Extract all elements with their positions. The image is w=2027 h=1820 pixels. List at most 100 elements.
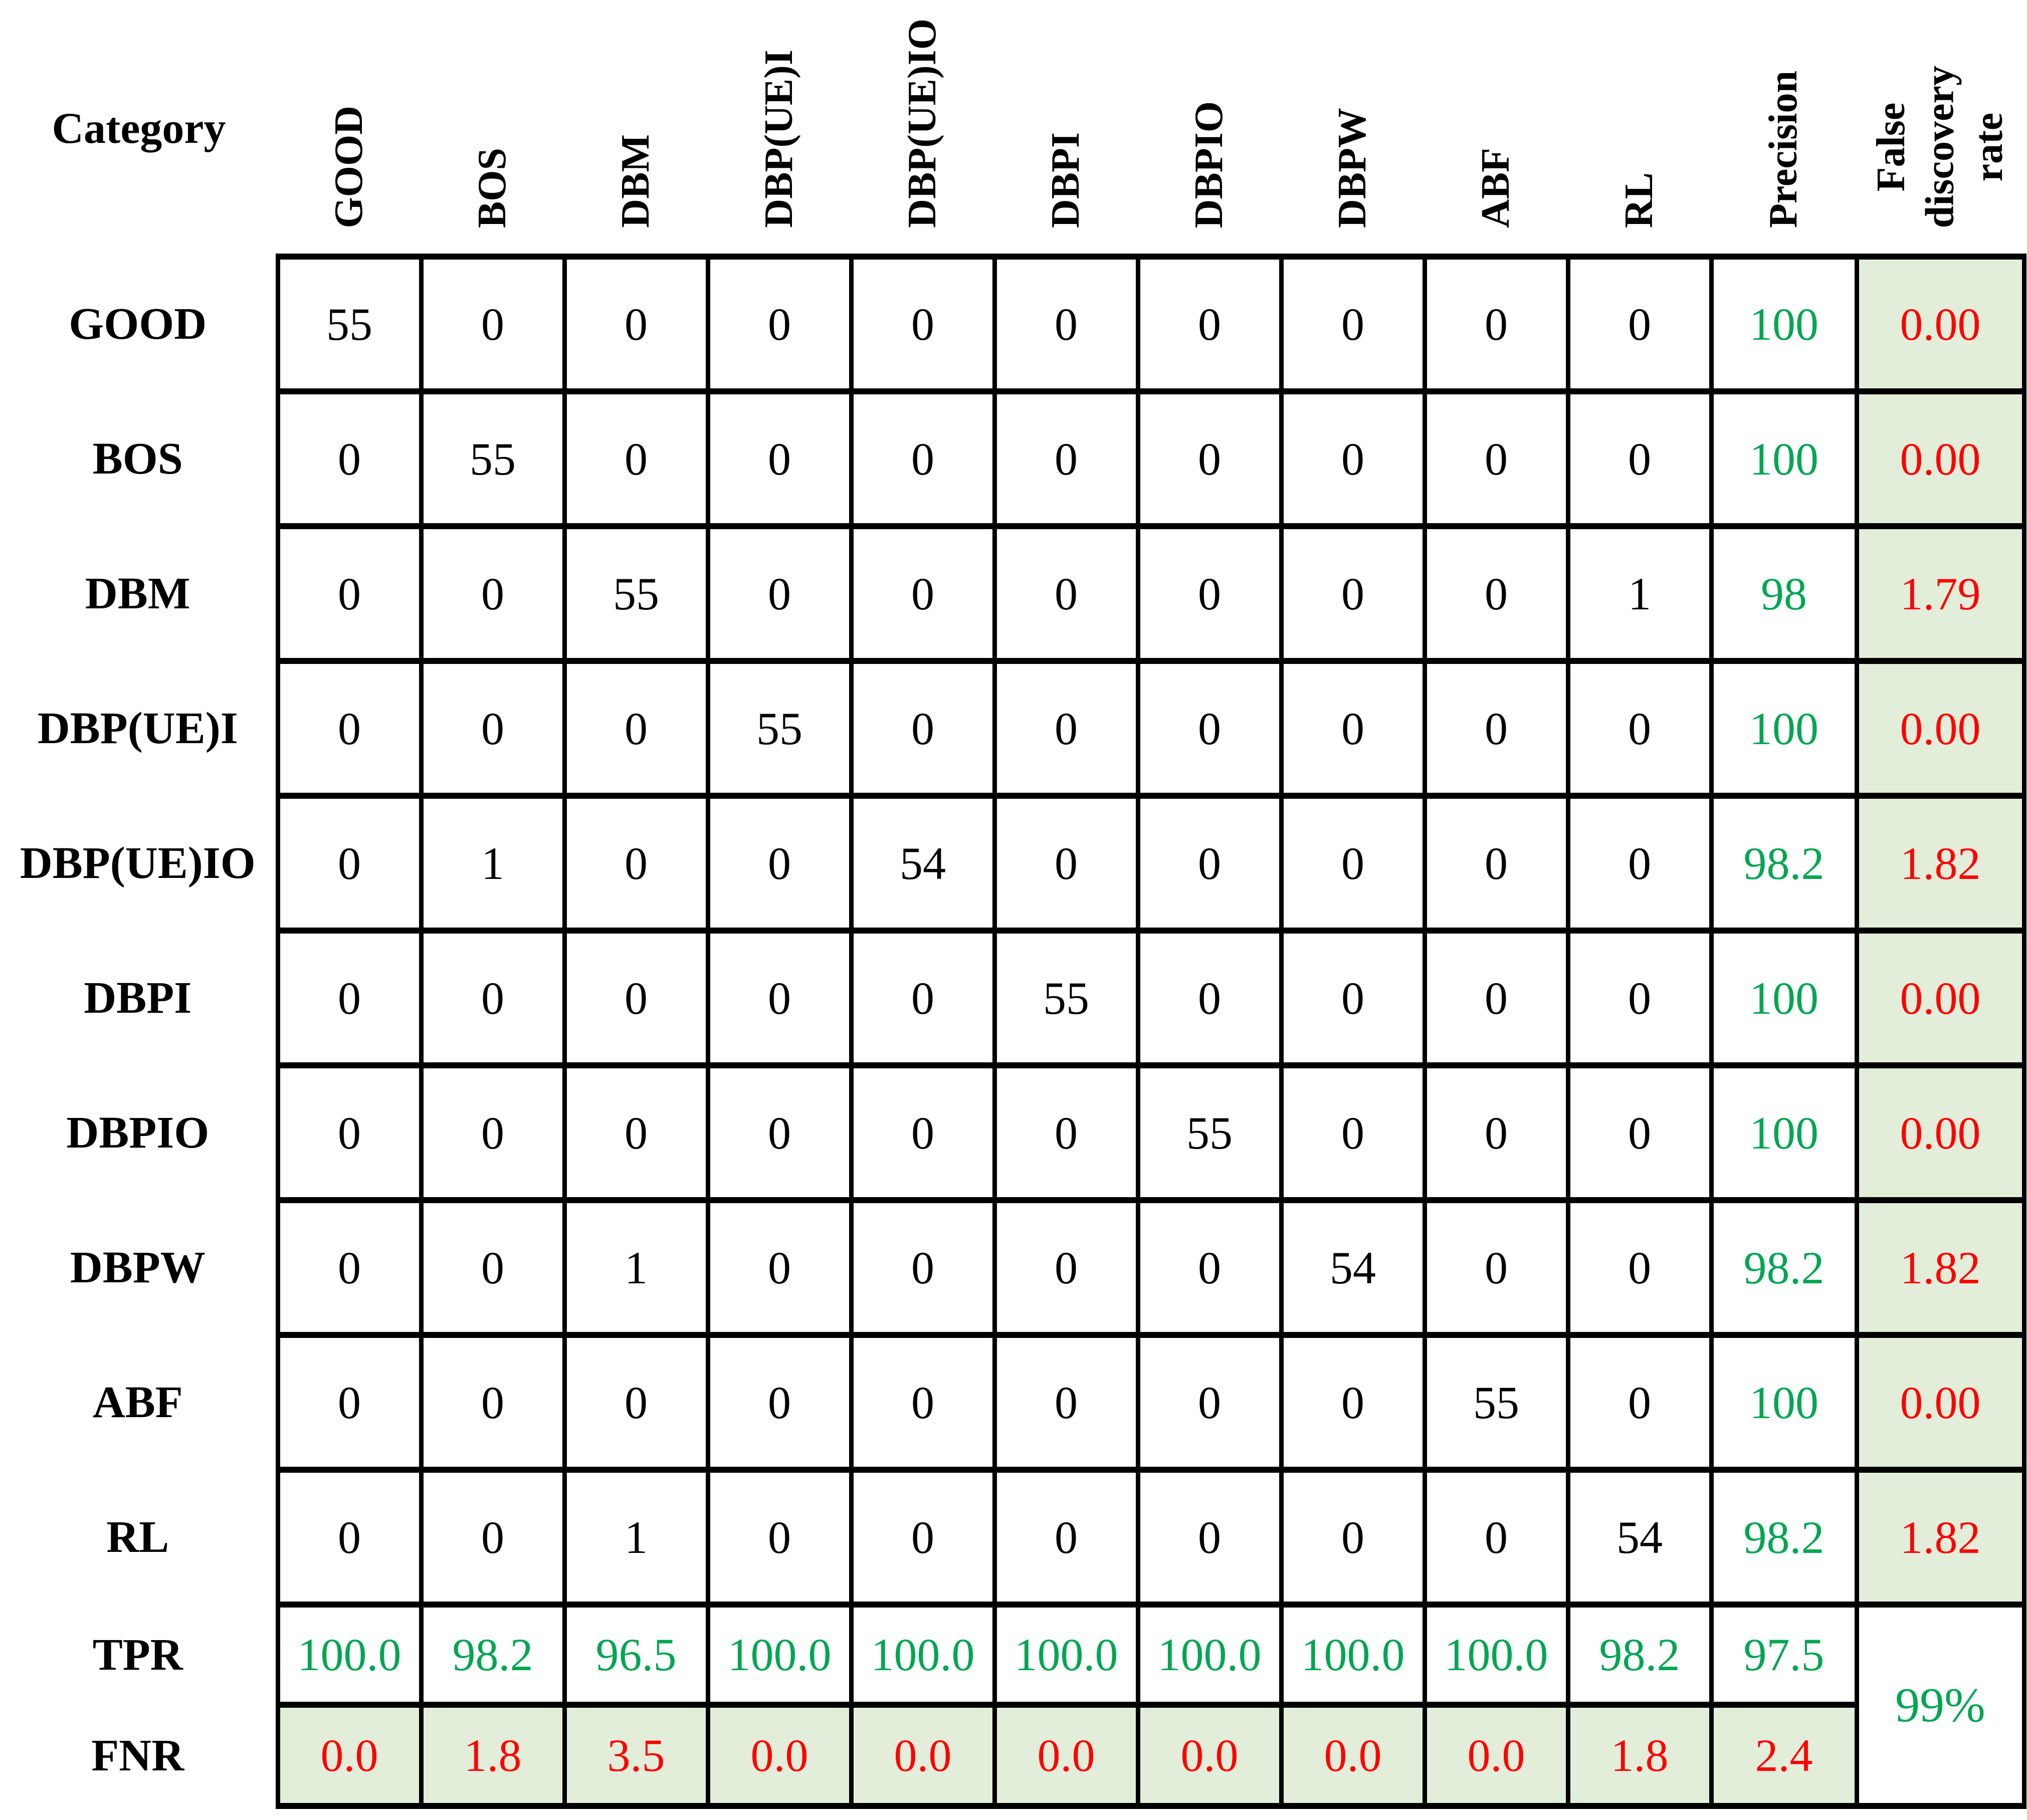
- table-row-rl: RL 0 0 1 0 0 0 0 0 0 54 98.2 1.82: [0, 1467, 2026, 1608]
- false-discovery-rate-cell: 1.82: [1854, 1197, 2026, 1338]
- false-discovery-rate-cell: 0.00: [1854, 388, 2026, 529]
- count-cell: 54: [849, 793, 997, 934]
- col-header-label: DBM: [614, 134, 658, 228]
- precision-cell: 100: [1709, 1062, 1859, 1203]
- count-cell: 0: [1422, 1197, 1570, 1338]
- row-label: DBPI: [0, 931, 278, 1065]
- row-label: ABF: [0, 1335, 278, 1470]
- row-label: BOS: [0, 391, 278, 526]
- false-discovery-rate-cell: 1.79: [1854, 523, 2026, 664]
- fnr-cell: 0.0: [1135, 1702, 1284, 1809]
- count-cell: 0: [1279, 793, 1427, 934]
- count-cell: 0: [1135, 928, 1284, 1068]
- count-cell: 0: [849, 523, 997, 664]
- count-cell: 0: [1565, 658, 1714, 799]
- tpr-cell: 100.0: [992, 1602, 1140, 1708]
- count-cell: 0: [1422, 388, 1570, 529]
- count-cell: 0: [275, 1467, 424, 1608]
- false-discovery-rate-cell: 0.00: [1854, 1332, 2026, 1473]
- count-cell: 0: [1422, 1062, 1570, 1203]
- row-label: DBP(UE)IO: [0, 796, 278, 931]
- precision-cell: 98.2: [1709, 1467, 1859, 1608]
- count-cell: 54: [1279, 1197, 1427, 1338]
- count-cell: 55: [1135, 1062, 1284, 1203]
- count-cell: 0: [705, 793, 854, 934]
- count-cell: 0: [1422, 254, 1570, 394]
- precision-cell: 98.2: [1709, 793, 1859, 934]
- precision-cell: 100: [1709, 388, 1859, 529]
- count-cell: 0: [849, 1332, 997, 1473]
- row-label: RL: [0, 1470, 278, 1605]
- col-header-label: ABF: [1474, 148, 1518, 228]
- row-label: DBM: [0, 526, 278, 661]
- count-cell: 1: [1565, 523, 1714, 664]
- col-header-good: GOOD: [278, 0, 421, 257]
- tpr-cell: 100.0: [849, 1602, 997, 1708]
- count-cell: 0: [1279, 254, 1427, 394]
- count-cell: 0: [419, 254, 567, 394]
- fnr-cell: 0.0: [849, 1702, 997, 1809]
- table-row-tpr: TPR 100.0 98.2 96.5 100.0 100.0 100.0 100.0 100.…: [0, 1602, 2026, 1809]
- precision-cell: 100: [1709, 928, 1859, 1068]
- col-header-label: DBP(UE)IO: [900, 19, 945, 228]
- count-cell: 0: [992, 793, 1140, 934]
- count-cell: 0: [1135, 254, 1284, 394]
- count-cell: 0: [1135, 1467, 1284, 1608]
- count-cell: 0: [1422, 523, 1570, 664]
- count-cell: 0: [1135, 658, 1284, 799]
- col-header-dbp-ue-io: DBP(UE)IO: [851, 0, 994, 257]
- overall-accuracy-cell: 99%: [1854, 1602, 2026, 1809]
- fnr-cell: 0.0: [992, 1702, 1140, 1809]
- count-cell: 0: [562, 388, 710, 529]
- count-cell: 54: [1565, 1467, 1714, 1608]
- tpr-cell: 100.0: [705, 1602, 854, 1708]
- count-cell: 0: [1135, 523, 1284, 664]
- table-row-dbm: DBM 0 0 55 0 0 0 0 0 0 1 98 1.79: [0, 523, 2026, 664]
- col-header-label: DBPW: [1330, 108, 1375, 228]
- count-cell: 55: [419, 388, 567, 529]
- count-cell: 0: [1565, 793, 1714, 934]
- count-cell: 0: [1279, 928, 1427, 1068]
- count-cell: 1: [562, 1467, 710, 1608]
- count-cell: 0: [992, 523, 1140, 664]
- row-label: DBPW: [0, 1200, 278, 1335]
- count-cell: 0: [992, 254, 1140, 394]
- count-cell: 0: [1279, 1062, 1427, 1203]
- count-cell: 0: [275, 1062, 424, 1203]
- col-header-rl: RL: [1568, 0, 1711, 257]
- count-cell: 0: [1279, 1467, 1427, 1608]
- count-cell: 0: [705, 928, 854, 1068]
- fnr-cell: 1.8: [419, 1702, 567, 1809]
- table-row-good: GOOD 55 0 0 0 0 0 0 0 0 0 100 0.00: [0, 254, 2026, 394]
- precision-cell: 98.2: [1709, 1197, 1859, 1338]
- table-row-dbpw: DBPW 0 0 1 0 0 0 0 54 0 0 98.2 1.82: [0, 1197, 2026, 1338]
- row-label: DBP(UE)I: [0, 661, 278, 796]
- row-label: TPR: [0, 1605, 278, 1705]
- count-cell: 0: [562, 254, 710, 394]
- count-cell: 55: [275, 254, 424, 394]
- header-row: Category GOOD BOS DBM DBP(UE)I DBP(UE)IO DBPI…: [0, 0, 2024, 257]
- col-header-label: DBPIO: [1187, 101, 1232, 228]
- fnr-cell: 0.0: [705, 1702, 854, 1809]
- fnr-cell: 0.0: [1422, 1702, 1570, 1809]
- count-cell: 0: [1565, 1332, 1714, 1473]
- col-header-false-discovery-rate: False discovery rate: [1857, 0, 2024, 257]
- false-discovery-rate-cell: 1.82: [1854, 793, 2026, 934]
- count-cell: 0: [992, 1197, 1140, 1338]
- count-cell: 0: [992, 1332, 1140, 1473]
- count-cell: 0: [419, 1332, 567, 1473]
- count-cell: 1: [419, 793, 567, 934]
- table-row-dbpio: DBPIO 0 0 0 0 0 0 55 0 0 0 100 0.00: [0, 1062, 2026, 1203]
- fnr-precision-cell: 2.4: [1709, 1702, 1859, 1809]
- count-cell: 0: [992, 658, 1140, 799]
- count-cell: 0: [562, 658, 710, 799]
- count-cell: 0: [419, 1197, 567, 1338]
- count-cell: 0: [705, 523, 854, 664]
- count-cell: 0: [1422, 793, 1570, 934]
- count-cell: 0: [705, 1197, 854, 1338]
- count-cell: 55: [705, 658, 854, 799]
- count-cell: 0: [849, 1197, 997, 1338]
- tpr-cell: 100.0: [275, 1602, 424, 1708]
- count-cell: 0: [705, 388, 854, 529]
- col-header-dbpio: DBPIO: [1138, 0, 1281, 257]
